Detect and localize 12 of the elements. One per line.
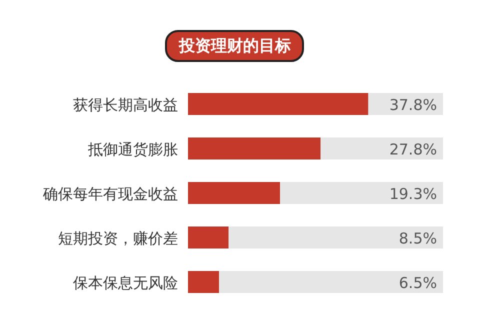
- chart-title: 投资理财的目标: [178, 36, 291, 55]
- data-label: 27.8%: [389, 140, 437, 158]
- data-label: 19.3%: [389, 185, 437, 203]
- y-tick-label: 保本保息无风险: [73, 274, 178, 292]
- title: 投资理财的目标: [165, 30, 304, 62]
- y-tick-label: 抵御通货膨胀: [87, 140, 178, 158]
- data-label: 6.5%: [398, 274, 437, 292]
- y-tick-label: 获得长期高收益: [73, 96, 178, 114]
- data-label: 37.8%: [389, 96, 437, 114]
- y-tick-label: 短期投资，赚价差: [58, 230, 178, 248]
- data-label: 8.5%: [398, 230, 437, 248]
- y-tick-label: 确保每年有现金收益: [42, 185, 178, 203]
